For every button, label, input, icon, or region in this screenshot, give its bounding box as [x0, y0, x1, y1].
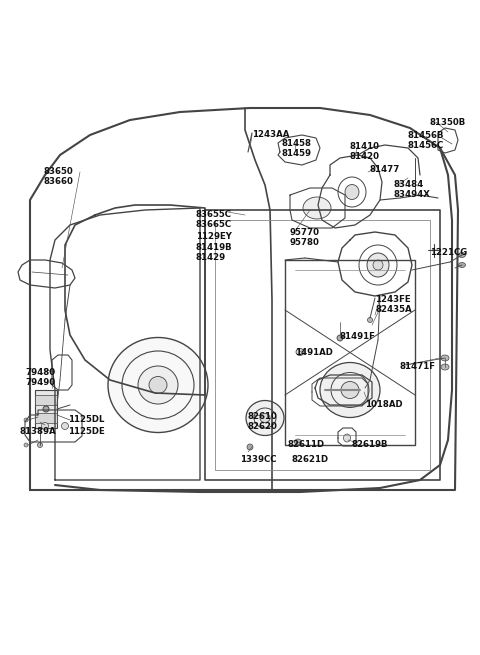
Text: 81350B: 81350B: [430, 118, 466, 127]
Ellipse shape: [43, 406, 49, 412]
Ellipse shape: [458, 252, 466, 257]
Ellipse shape: [367, 253, 389, 277]
Text: 1339CC: 1339CC: [240, 455, 276, 464]
Text: 81477: 81477: [370, 165, 400, 174]
Ellipse shape: [247, 444, 253, 450]
Text: 1018AD: 1018AD: [365, 400, 403, 409]
Bar: [35, 395, 57, 405]
Text: 81389A: 81389A: [20, 427, 57, 436]
Text: 83650: 83650: [43, 167, 73, 176]
Text: 1243AA: 1243AA: [252, 130, 289, 139]
Text: 83484: 83484: [393, 180, 423, 189]
Text: 82610: 82610: [248, 412, 278, 421]
Text: 79480: 79480: [25, 368, 55, 377]
Ellipse shape: [37, 443, 43, 447]
Ellipse shape: [24, 443, 28, 447]
Ellipse shape: [295, 439, 301, 445]
Bar: [35, 390, 57, 428]
Text: 81410: 81410: [350, 142, 380, 151]
Text: 81456B: 81456B: [408, 131, 444, 140]
Text: 82435A: 82435A: [375, 305, 412, 314]
Ellipse shape: [441, 355, 449, 361]
Text: 95770: 95770: [290, 228, 320, 237]
Text: 1221CG: 1221CG: [430, 248, 467, 257]
Text: 81429: 81429: [196, 253, 226, 262]
Ellipse shape: [345, 185, 359, 200]
Ellipse shape: [373, 260, 383, 270]
Text: 1491AD: 1491AD: [295, 348, 333, 357]
Text: 1125DE: 1125DE: [68, 427, 105, 436]
Ellipse shape: [368, 318, 372, 322]
Ellipse shape: [138, 366, 178, 404]
Text: 81471F: 81471F: [400, 362, 436, 371]
Ellipse shape: [341, 381, 359, 398]
Ellipse shape: [458, 263, 466, 267]
Ellipse shape: [149, 377, 167, 394]
Ellipse shape: [344, 434, 350, 442]
Ellipse shape: [296, 348, 304, 356]
Bar: [35, 413, 57, 423]
Text: 1129EY: 1129EY: [196, 232, 232, 241]
Text: 1125DL: 1125DL: [68, 415, 104, 424]
Text: 83665C: 83665C: [196, 220, 232, 229]
Text: 81419B: 81419B: [196, 243, 233, 252]
Ellipse shape: [24, 418, 28, 422]
Ellipse shape: [246, 400, 284, 436]
Text: 81456C: 81456C: [408, 141, 444, 150]
Text: 82611D: 82611D: [288, 440, 325, 449]
Ellipse shape: [108, 337, 208, 432]
Text: 79490: 79490: [25, 378, 55, 387]
Ellipse shape: [303, 197, 331, 219]
Ellipse shape: [441, 364, 449, 370]
Ellipse shape: [320, 362, 380, 417]
Ellipse shape: [41, 422, 48, 430]
Text: 81458: 81458: [282, 139, 312, 148]
Text: 82620: 82620: [248, 422, 278, 431]
Ellipse shape: [260, 413, 270, 422]
Ellipse shape: [337, 335, 343, 341]
Text: 81420: 81420: [350, 152, 380, 161]
Text: 83660: 83660: [43, 177, 73, 186]
Text: 82621D: 82621D: [292, 455, 329, 464]
Text: 1243FE: 1243FE: [375, 295, 410, 304]
Text: 83655C: 83655C: [196, 210, 232, 219]
Text: 95780: 95780: [290, 238, 320, 247]
Text: 81459: 81459: [282, 149, 312, 158]
Text: 81491F: 81491F: [340, 332, 376, 341]
Text: 83494X: 83494X: [393, 190, 430, 199]
Ellipse shape: [61, 422, 69, 430]
Text: 82619B: 82619B: [352, 440, 388, 449]
